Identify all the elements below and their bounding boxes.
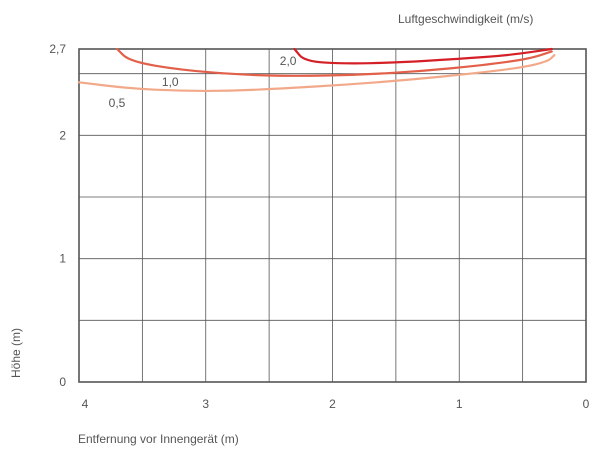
series-line-0 bbox=[293, 47, 553, 65]
series-group bbox=[77, 47, 556, 93]
series-line-1 bbox=[115, 47, 553, 77]
x-axis-label: Entfernung vor Innengerät (m) bbox=[78, 432, 239, 446]
y-axis-label: Höhe (m) bbox=[9, 328, 23, 379]
x-tick-label: 1 bbox=[456, 397, 463, 411]
series-line-2 bbox=[77, 54, 556, 93]
y-tick-label: 1 bbox=[59, 252, 66, 266]
x-tick-label: 0 bbox=[583, 397, 590, 411]
x-tick-label: 3 bbox=[202, 397, 209, 411]
y-tick-label: 2 bbox=[59, 128, 66, 142]
x-tick-label: 2 bbox=[329, 397, 336, 411]
series-label-0: 2,0 bbox=[280, 54, 297, 68]
x-tick-label: 4 bbox=[82, 397, 89, 411]
y-tick-label: 2,7 bbox=[49, 42, 66, 56]
legend-title: Luftgeschwindigkeit (m/s) bbox=[398, 12, 534, 26]
tick-labels: 4 3 2 1 0 0 1 2 2,7 bbox=[49, 42, 589, 411]
axes bbox=[78, 48, 587, 383]
plot-frame bbox=[78, 48, 587, 383]
y-tick-label: 0 bbox=[59, 375, 66, 389]
series-label-2: 0,5 bbox=[109, 96, 126, 110]
series-label-1: 1,0 bbox=[162, 75, 179, 89]
grid bbox=[79, 49, 586, 382]
series-labels: 2,0 1,0 0,5 bbox=[109, 54, 297, 110]
